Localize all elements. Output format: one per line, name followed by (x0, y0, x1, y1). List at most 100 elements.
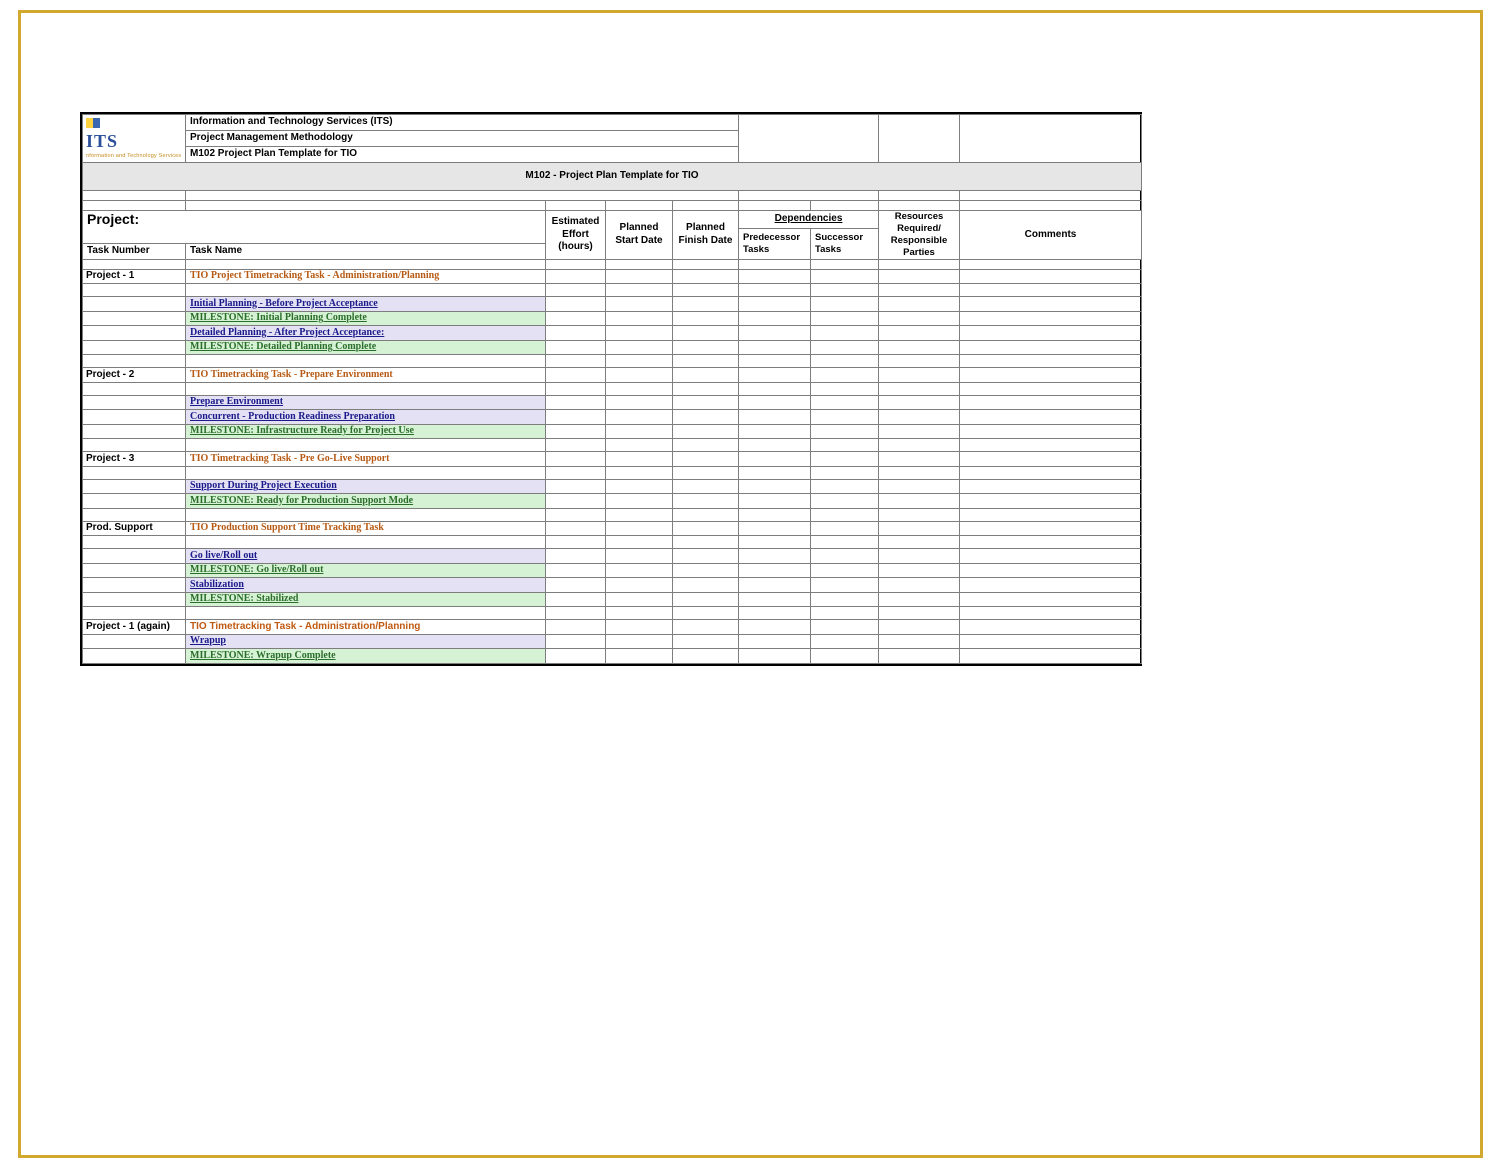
blank-cell (83, 508, 186, 521)
blank-cell (606, 355, 673, 368)
task-number-cell (83, 340, 186, 355)
task-number-cell (83, 563, 186, 578)
blank-cell (673, 479, 739, 494)
blank-cell (811, 494, 879, 509)
header-blank-3 (960, 115, 1142, 163)
blank-cell (960, 311, 1142, 326)
blank-cell (546, 368, 606, 383)
blank-cell (83, 536, 186, 549)
blank-cell (606, 326, 673, 341)
blank-cell (811, 297, 879, 312)
logo-flag-icon (86, 118, 100, 128)
milestone-name: MILESTONE: Initial Planning Complete (186, 311, 546, 326)
plan-body: Project - 1TIO Project Timetracking Task… (83, 269, 1142, 663)
table-row: Project - 1TIO Project Timetracking Task… (83, 269, 1142, 284)
milestone-name: MILESTONE: Stabilized (186, 592, 546, 607)
blank-cell (960, 269, 1142, 284)
blank-cell (673, 439, 739, 452)
blank-cell (960, 549, 1142, 564)
task-number-cell (83, 634, 186, 649)
title-band: M102 - Project Plan Template for TIO (83, 163, 1142, 191)
blank-cell (960, 494, 1142, 509)
blank-cell (879, 284, 960, 297)
blank-cell (879, 536, 960, 549)
blank-cell (673, 494, 739, 509)
table-row: Concurrent - Production Readiness Prepar… (83, 410, 1142, 425)
blank-cell (960, 382, 1142, 395)
table-row: MILESTONE: Initial Planning Complete (83, 311, 1142, 326)
blank-cell (739, 382, 811, 395)
task-number-cell (83, 424, 186, 439)
table-row (83, 439, 1142, 452)
blank-cell (186, 439, 546, 452)
blank-cell (960, 410, 1142, 425)
blank-cell (739, 439, 811, 452)
blank-cell (879, 452, 960, 467)
blank-cell (546, 452, 606, 467)
blank-cell (960, 607, 1142, 620)
blank-cell (606, 549, 673, 564)
blank-cell (606, 607, 673, 620)
blank-cell (673, 634, 739, 649)
blank-cell (879, 592, 960, 607)
blank-cell (606, 563, 673, 578)
blank-cell (811, 620, 879, 635)
logo-subtext: nformation and Technology Services (86, 153, 181, 159)
blank-cell (673, 326, 739, 341)
blank-cell (546, 269, 606, 284)
blank-cell (960, 634, 1142, 649)
blank-cell (879, 311, 960, 326)
blank-cell (739, 563, 811, 578)
blank-cell (960, 355, 1142, 368)
section-number: Project - 1 (83, 269, 186, 284)
blank-cell (960, 368, 1142, 383)
table-row (83, 607, 1142, 620)
blank-cell (673, 592, 739, 607)
blank-cell (606, 284, 673, 297)
blank-cell (606, 649, 673, 664)
blank-cell (879, 479, 960, 494)
table-row: MILESTONE: Infrastructure Ready for Proj… (83, 424, 1142, 439)
blank-cell (879, 439, 960, 452)
blank-cell (546, 439, 606, 452)
table-row: Stabilization (83, 578, 1142, 593)
blank-cell (811, 521, 879, 536)
task-number-cell (83, 494, 186, 509)
blank-cell (879, 549, 960, 564)
logo-text: ITS (86, 131, 118, 151)
col-comments: Comments (960, 211, 1142, 260)
blank-cell (879, 424, 960, 439)
blank-cell (879, 269, 960, 284)
blank-cell (186, 536, 546, 549)
blank-cell (739, 521, 811, 536)
blank-cell (83, 382, 186, 395)
col-predecessor: Predecessor Tasks (739, 229, 811, 260)
section-number: Project - 1 (again) (83, 620, 186, 635)
blank-cell (960, 439, 1142, 452)
blank-cell (546, 563, 606, 578)
blank-cell (811, 382, 879, 395)
blank-cell (546, 410, 606, 425)
milestone-name: MILESTONE: Ready for Production Support … (186, 494, 546, 509)
blank-cell (960, 508, 1142, 521)
blank-cell (546, 395, 606, 410)
blank-cell (546, 382, 606, 395)
section-number: Project - 2 (83, 368, 186, 383)
blank-cell (879, 410, 960, 425)
table-row: Project - 1 (again)TIO Timetracking Task… (83, 620, 1142, 635)
blank-cell (673, 311, 739, 326)
blank-cell (546, 521, 606, 536)
blank-cell (673, 563, 739, 578)
task-number-cell (83, 410, 186, 425)
blank-cell (960, 424, 1142, 439)
table-row (83, 466, 1142, 479)
task-name: Detailed Planning - After Project Accept… (186, 326, 546, 341)
task-number-cell (83, 578, 186, 593)
blank-cell (811, 424, 879, 439)
blank-cell (606, 536, 673, 549)
blank-cell (673, 382, 739, 395)
blank-cell (739, 355, 811, 368)
table-row: Prod. SupportTIO Production Support Time… (83, 521, 1142, 536)
blank-cell (739, 269, 811, 284)
blank-cell (186, 382, 546, 395)
